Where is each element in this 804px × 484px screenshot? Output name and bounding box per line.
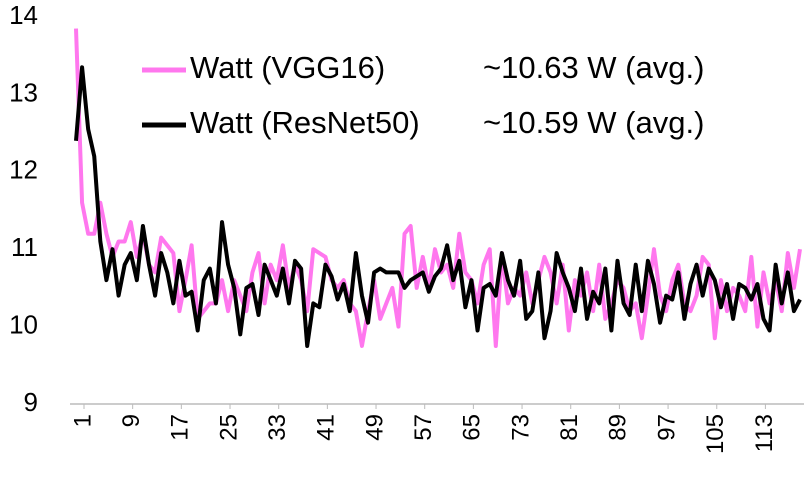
y-tick-label: 10 <box>9 309 38 339</box>
x-tick-label: 25 <box>215 414 242 441</box>
annotation: ~10.59 W (avg.) <box>483 105 704 140</box>
legend-label: Watt (VGG16) <box>190 50 385 85</box>
y-tick-label: 12 <box>9 155 38 185</box>
x-tick-label: 65 <box>459 414 486 441</box>
x-tick-label: 41 <box>313 414 340 441</box>
legend-label: Watt (ResNet50) <box>190 105 420 140</box>
y-tick-label: 13 <box>9 77 38 107</box>
x-tick-label: 89 <box>605 414 632 441</box>
x-tick-label: 9 <box>118 414 145 427</box>
x-tick-label: 97 <box>653 414 680 441</box>
y-tick-label: 9 <box>24 387 38 417</box>
x-tick-label: 73 <box>507 414 534 441</box>
x-tick-label: 57 <box>410 414 437 441</box>
x-tick-label: 1 <box>69 414 96 427</box>
x-tick-label: 81 <box>556 414 583 441</box>
y-tick-label: 14 <box>9 0 38 30</box>
annotation: ~10.63 W (avg.) <box>483 50 704 85</box>
x-tick-label: 113 <box>751 414 778 452</box>
x-tick-label: 17 <box>167 414 194 441</box>
x-tick-label: 105 <box>702 414 729 454</box>
x-tick-label: 49 <box>361 414 388 441</box>
x-tick-label: 33 <box>264 414 291 441</box>
series-line <box>74 65 802 348</box>
y-tick-label: 11 <box>11 232 38 262</box>
